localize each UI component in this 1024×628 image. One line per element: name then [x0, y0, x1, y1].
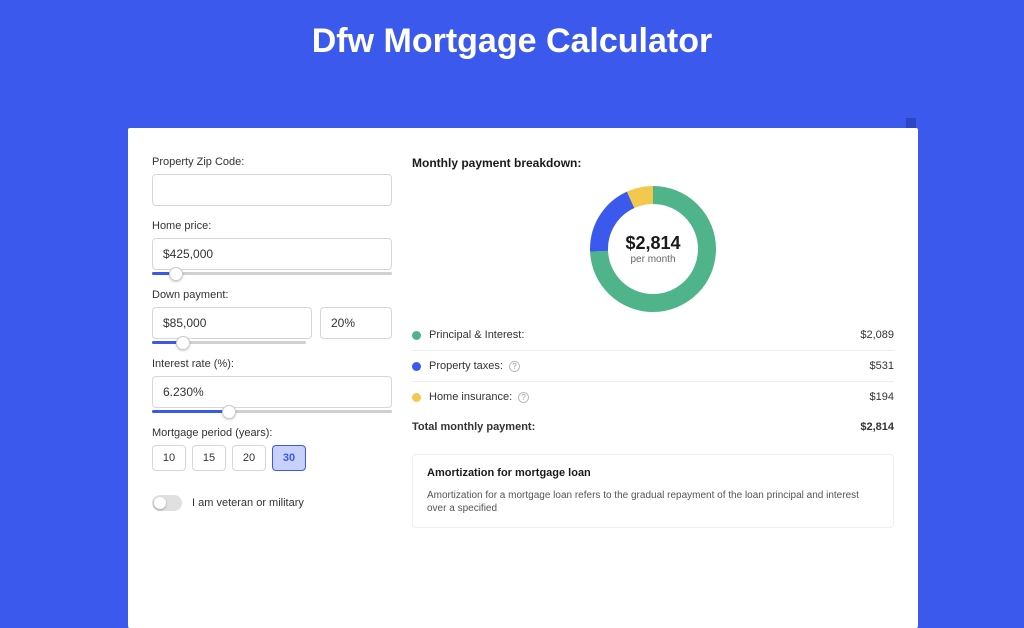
- legend-label: Home insurance:?: [429, 391, 870, 403]
- period-option-15[interactable]: 15: [192, 445, 226, 471]
- interest-rate-label: Interest rate (%):: [152, 358, 392, 370]
- legend-label: Principal & Interest:: [429, 329, 860, 341]
- mortgage-period-label: Mortgage period (years):: [152, 427, 392, 439]
- interest-rate-group: Interest rate (%):: [152, 358, 392, 413]
- zip-label: Property Zip Code:: [152, 156, 392, 168]
- home-price-input[interactable]: [152, 238, 392, 270]
- amortization-card: Amortization for mortgage loan Amortizat…: [412, 454, 894, 528]
- legend-row-property_taxes: Property taxes:?$531: [412, 351, 894, 382]
- amortization-text: Amortization for a mortgage loan refers …: [427, 489, 879, 515]
- calculator-card: Property Zip Code: Home price: Down paym…: [128, 128, 918, 628]
- home-price-slider[interactable]: [152, 272, 392, 275]
- veteran-toggle-row: I am veteran or military: [152, 495, 392, 511]
- zip-input[interactable]: [152, 174, 392, 206]
- legend-total-value: $2,814: [860, 421, 894, 433]
- donut-center-sub: per month: [630, 254, 675, 265]
- page-title: Dfw Mortgage Calculator: [0, 0, 1024, 61]
- legend-row-principal_interest: Principal & Interest:$2,089: [412, 320, 894, 351]
- legend-total-label: Total monthly payment:: [412, 421, 860, 433]
- amortization-title: Amortization for mortgage loan: [427, 467, 879, 479]
- home-price-label: Home price:: [152, 220, 392, 232]
- breakdown-title: Monthly payment breakdown:: [412, 156, 894, 170]
- home-price-group: Home price:: [152, 220, 392, 275]
- period-option-30[interactable]: 30: [272, 445, 306, 471]
- slider-thumb[interactable]: [222, 405, 236, 419]
- interest-rate-slider[interactable]: [152, 410, 392, 413]
- inputs-column: Property Zip Code: Home price: Down paym…: [152, 156, 392, 628]
- down-payment-slider[interactable]: [152, 341, 306, 344]
- donut-chart-wrap: $2,814 per month: [412, 182, 894, 320]
- results-column: Monthly payment breakdown: $2,814 per mo…: [412, 156, 894, 628]
- zip-field-group: Property Zip Code:: [152, 156, 392, 206]
- help-icon[interactable]: ?: [518, 392, 529, 403]
- legend-value: $531: [870, 360, 894, 372]
- legend-dot: [412, 393, 421, 402]
- down-payment-group: Down payment:: [152, 289, 392, 344]
- down-payment-input[interactable]: [152, 307, 312, 339]
- donut-chart: $2,814 per month: [590, 186, 716, 312]
- interest-rate-input[interactable]: [152, 376, 392, 408]
- legend-row-home_insurance: Home insurance:?$194: [412, 382, 894, 412]
- period-option-20[interactable]: 20: [232, 445, 266, 471]
- mortgage-period-group: Mortgage period (years): 10152030: [152, 427, 392, 471]
- legend-label: Property taxes:?: [429, 360, 870, 372]
- legend-value: $194: [870, 391, 894, 403]
- period-option-10[interactable]: 10: [152, 445, 186, 471]
- down-payment-pct-input[interactable]: [320, 307, 392, 339]
- legend-dot: [412, 331, 421, 340]
- slider-thumb[interactable]: [169, 267, 183, 281]
- help-icon[interactable]: ?: [509, 361, 520, 372]
- donut-center-amount: $2,814: [625, 233, 680, 254]
- legend-dot: [412, 362, 421, 371]
- veteran-label: I am veteran or military: [192, 497, 304, 509]
- slider-thumb[interactable]: [176, 336, 190, 350]
- down-payment-label: Down payment:: [152, 289, 392, 301]
- toggle-knob: [154, 497, 166, 509]
- veteran-toggle[interactable]: [152, 495, 182, 511]
- legend-total-row: Total monthly payment: $2,814: [412, 412, 894, 442]
- legend-value: $2,089: [860, 329, 894, 341]
